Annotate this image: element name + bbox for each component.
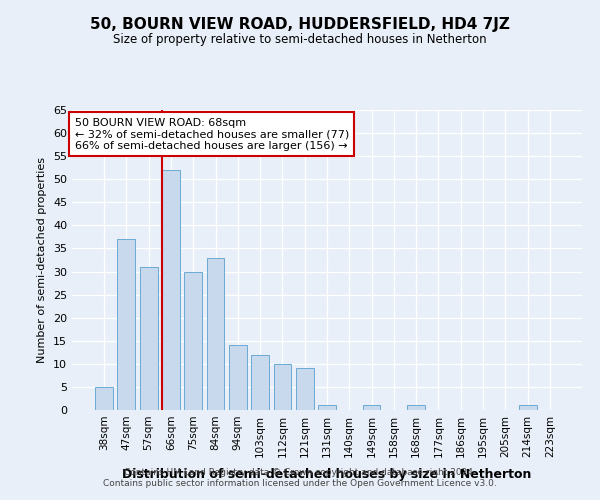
Bar [251,354,269,410]
Bar [518,406,536,410]
Text: Contains HM Land Registry data © Crown copyright and database right 2024.
Contai: Contains HM Land Registry data © Crown c… [103,468,497,487]
Text: 50, BOURN VIEW ROAD, HUDDERSFIELD, HD4 7JZ: 50, BOURN VIEW ROAD, HUDDERSFIELD, HD4 7… [90,18,510,32]
Bar [229,346,247,410]
Text: 50 BOURN VIEW ROAD: 68sqm
← 32% of semi-detached houses are smaller (77)
66% of : 50 BOURN VIEW ROAD: 68sqm ← 32% of semi-… [74,118,349,150]
Bar [118,239,136,410]
Bar [274,364,292,410]
Bar [95,387,113,410]
Bar [407,406,425,410]
Bar [362,406,380,410]
Text: Size of property relative to semi-detached houses in Netherton: Size of property relative to semi-detach… [113,32,487,46]
Y-axis label: Number of semi-detached properties: Number of semi-detached properties [37,157,47,363]
Bar [140,267,158,410]
Bar [296,368,314,410]
Bar [318,406,336,410]
Bar [162,170,180,410]
Bar [206,258,224,410]
X-axis label: Distribution of semi-detached houses by size in Netherton: Distribution of semi-detached houses by … [122,468,532,481]
Bar [184,272,202,410]
